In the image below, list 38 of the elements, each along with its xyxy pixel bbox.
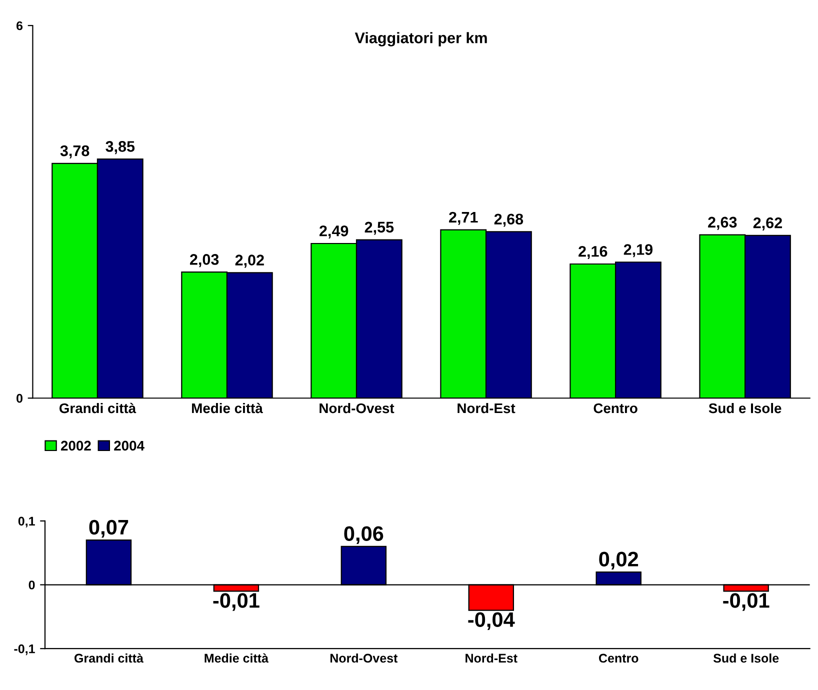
data-label: -0,01 (213, 593, 260, 611)
legend-label: 2002 (60, 440, 91, 451)
data-label: 2,19 (624, 244, 653, 258)
data-label: 2,71 (449, 212, 478, 225)
y-tick-label: 0 (16, 394, 22, 403)
data-label: 2,63 (708, 216, 737, 230)
x-tick-label: Centro (594, 403, 638, 414)
x-tick-label: Nord-Est (458, 402, 516, 414)
data-label: 0,02 (599, 552, 638, 570)
y-tick-label: -0,1 (14, 644, 35, 656)
chart-title: Viaggiatori per km (354, 32, 487, 46)
data-label: -0,01 (723, 593, 770, 611)
x-tick-label: Medie città (204, 653, 269, 663)
data-label: 2,16 (578, 246, 608, 260)
data-label: 2,03 (190, 254, 219, 268)
data-label: 0,07 (89, 520, 128, 538)
data-label: 2,55 (364, 222, 394, 235)
x-tick-label: Grandi città (74, 653, 144, 663)
x-tick-label: Medie città (192, 402, 263, 414)
data-label: 2,02 (235, 254, 264, 268)
x-tick-label: Sud e Isole (713, 653, 779, 663)
y-tick-label: 0,1 (18, 516, 35, 528)
y-tick-label: 6 (16, 21, 23, 30)
legend-label: 2004 (114, 440, 144, 451)
data-label: 0,06 (344, 526, 384, 544)
data-label: 2,62 (753, 217, 782, 230)
data-label: 2,49 (320, 225, 348, 239)
x-tick-label: Nord-Est (466, 653, 518, 663)
data-label: 3,85 (106, 141, 135, 154)
x-tick-label: Grandi città (59, 402, 136, 414)
x-tick-label: Centro (598, 654, 638, 663)
x-tick-label: Nord-Ovest (330, 653, 398, 663)
x-tick-label: Nord-Ovest (320, 402, 394, 414)
y-tick-label: 0 (28, 580, 35, 590)
x-tick-label: Sud e Isole (708, 402, 782, 414)
data-label: 3,78 (60, 145, 90, 158)
data-label: -0,04 (468, 612, 515, 630)
data-label: 2,68 (494, 214, 524, 227)
